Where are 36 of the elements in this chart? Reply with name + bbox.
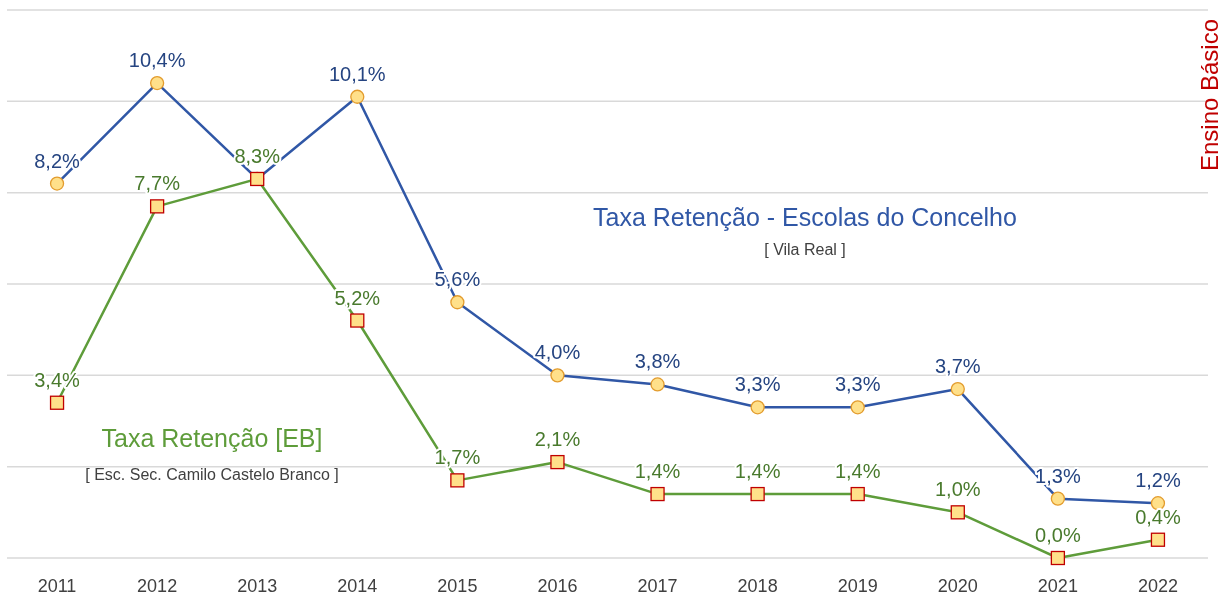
x-tick-label: 2017	[637, 576, 678, 596]
x-tick-label: 2014	[337, 576, 378, 596]
data-label: 0,0%	[1035, 524, 1081, 546]
x-tick-label: 2019	[837, 576, 878, 596]
series-label: Taxa Retenção [EB]	[101, 424, 323, 452]
x-tick-label: 2021	[1037, 576, 1078, 596]
data-label: 3,3%	[834, 373, 881, 396]
x-tick-label: 2011	[37, 576, 77, 596]
data-label: 1,3%	[1035, 464, 1081, 487]
data-label: 1,4%	[734, 460, 781, 483]
x-tick-label: 2020	[937, 576, 978, 596]
x-tick-label: 2012	[137, 576, 178, 596]
data-label: 7,7%	[134, 172, 181, 195]
data-label: 3,8%	[634, 350, 681, 373]
data-label: 0,4%	[1135, 505, 1181, 528]
data-label: 3,7%	[934, 355, 981, 378]
annotation: [ Vila Real ]	[764, 241, 846, 258]
data-label: 10,1%	[328, 62, 386, 85]
data-label: 4,0%	[534, 341, 581, 364]
data-label: 10,4%	[128, 49, 186, 72]
data-label: 3,3%	[734, 373, 781, 396]
data-label: 1,4%	[634, 460, 681, 483]
data-label: 2,1%	[534, 428, 581, 451]
data-label: 1,2%	[1135, 469, 1181, 492]
annotation: Ensino Básico	[1196, 18, 1218, 172]
x-tick-label: 2016	[537, 576, 578, 596]
x-tick-label: 2013	[237, 576, 278, 596]
x-tick-label: 2022	[1137, 576, 1178, 596]
data-label: 1,4%	[834, 460, 881, 483]
data-label: 1,0%	[934, 478, 981, 501]
x-tick-label: 2015	[437, 576, 478, 596]
data-label: 8,2%	[34, 149, 81, 172]
text: Taxa Retenção - Escolas do Concelho	[593, 203, 1017, 231]
x-tick-label: 2018	[737, 576, 778, 596]
data-label: 8,3%	[234, 144, 281, 167]
annotation: [ Esc. Sec. Camilo Castelo Branco ]	[85, 466, 339, 483]
